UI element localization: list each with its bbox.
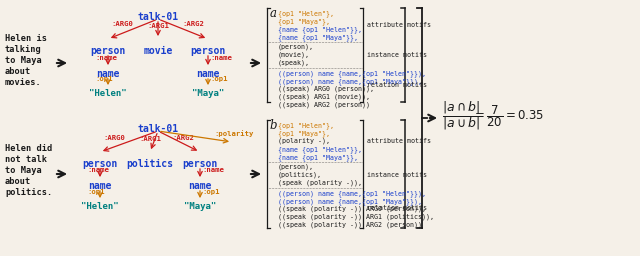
Text: relation motifs: relation motifs xyxy=(367,82,427,88)
Text: (speak),: (speak), xyxy=(278,60,310,67)
Text: name: name xyxy=(96,69,120,79)
Text: :ARG2: :ARG2 xyxy=(182,21,204,27)
Text: $\dfrac{|a \cap b|}{|a \cup b|}$: $\dfrac{|a \cap b|}{|a \cup b|}$ xyxy=(442,100,482,132)
Text: (polarity -),: (polarity -), xyxy=(278,138,330,144)
Text: ((speak (polarity -)) ARG1 (politics)),: ((speak (polarity -)) ARG1 (politics)), xyxy=(278,214,434,220)
Text: {name {op1 "Maya"}},: {name {op1 "Maya"}}, xyxy=(278,34,358,41)
Text: (movie),: (movie), xyxy=(278,52,310,59)
Text: ((person) name {name,{op1 "Maya"}}),: ((person) name {name,{op1 "Maya"}}), xyxy=(278,78,422,85)
Text: {op1 "Maya"},: {op1 "Maya"}, xyxy=(278,130,330,137)
Text: instance motifs: instance motifs xyxy=(367,52,427,58)
Text: :op1: :op1 xyxy=(202,189,220,195)
Text: "Helen": "Helen" xyxy=(81,202,119,211)
Text: not talk: not talk xyxy=(5,155,47,164)
Text: instance motifs: instance motifs xyxy=(367,172,427,178)
Text: movie: movie xyxy=(143,46,173,56)
Text: :op1: :op1 xyxy=(210,77,227,82)
Text: about: about xyxy=(5,67,31,76)
Text: attribute motifs: attribute motifs xyxy=(367,22,431,28)
Text: Helen is: Helen is xyxy=(5,34,47,43)
Text: :polarity: :polarity xyxy=(214,130,253,137)
Text: relation motifs: relation motifs xyxy=(367,205,427,211)
Text: person: person xyxy=(83,159,118,169)
Text: ((person) name {name,{op1 "Helen"}}),: ((person) name {name,{op1 "Helen"}}), xyxy=(278,190,426,197)
Text: talk-01: talk-01 xyxy=(138,12,179,22)
Text: ((speak) ARG1 (movie)),: ((speak) ARG1 (movie)), xyxy=(278,94,370,101)
Text: to Maya: to Maya xyxy=(5,56,42,65)
Text: name: name xyxy=(188,181,212,191)
Text: "Maya": "Maya" xyxy=(184,202,216,211)
Text: {op1 "Helen"},: {op1 "Helen"}, xyxy=(278,122,334,129)
Text: {name {op1 "Helen"}},: {name {op1 "Helen"}}, xyxy=(278,26,362,33)
Text: a: a xyxy=(270,7,277,20)
Text: {name {op1 "Maya"}},: {name {op1 "Maya"}}, xyxy=(278,154,358,161)
Text: $= \dfrac{7}{20} = 0.35$: $= \dfrac{7}{20} = 0.35$ xyxy=(472,103,545,129)
Text: (person),: (person), xyxy=(278,44,314,50)
Text: politics: politics xyxy=(127,159,173,169)
Text: name: name xyxy=(88,181,112,191)
Text: :name: :name xyxy=(87,167,109,174)
Text: :ARG0: :ARG0 xyxy=(103,135,125,141)
Text: politics.: politics. xyxy=(5,188,52,197)
Text: attribute motifs: attribute motifs xyxy=(367,138,431,144)
Text: about: about xyxy=(5,177,31,186)
Text: {op1 "Helen"},: {op1 "Helen"}, xyxy=(278,10,334,17)
Text: person: person xyxy=(90,46,125,56)
Text: (speak (polarity -)),: (speak (polarity -)), xyxy=(278,180,362,187)
Text: Helen did: Helen did xyxy=(5,144,52,153)
Text: :ARG1: :ARG1 xyxy=(147,23,169,29)
Text: b: b xyxy=(270,119,278,132)
Text: {name {op1 "Helen"}},: {name {op1 "Helen"}}, xyxy=(278,146,362,153)
Text: :ARG1: :ARG1 xyxy=(139,136,161,142)
Text: ((person) name {name,{op1 "Maya"}}),: ((person) name {name,{op1 "Maya"}}), xyxy=(278,198,422,205)
Text: :op1: :op1 xyxy=(87,189,104,195)
Text: to Maya: to Maya xyxy=(5,166,42,175)
Text: ((speak) ARG0 (person)),: ((speak) ARG0 (person)), xyxy=(278,86,374,92)
Text: (person),: (person), xyxy=(278,164,314,170)
Text: ((speak (polarity -)) ARG0 (person)),: ((speak (polarity -)) ARG0 (person)), xyxy=(278,206,426,212)
Text: :name: :name xyxy=(202,167,224,174)
Text: "Helen": "Helen" xyxy=(89,89,127,98)
Text: (politics),: (politics), xyxy=(278,172,322,178)
Text: :ARG2: :ARG2 xyxy=(172,135,194,141)
Text: person: person xyxy=(190,46,226,56)
Text: movies.: movies. xyxy=(5,78,42,87)
Text: :op1: :op1 xyxy=(95,77,113,82)
Text: person: person xyxy=(182,159,218,169)
Text: :ARG0: :ARG0 xyxy=(111,21,133,27)
Text: talk-01: talk-01 xyxy=(138,124,179,134)
Text: ((speak (polarity -)) ARG2 (person)): ((speak (polarity -)) ARG2 (person)) xyxy=(278,222,422,229)
Text: :name: :name xyxy=(210,55,232,61)
Text: name: name xyxy=(196,69,220,79)
Text: "Maya": "Maya" xyxy=(192,89,224,98)
Text: :name: :name xyxy=(95,55,117,61)
Text: ((person) name {name,{op1 "Helen"}}),: ((person) name {name,{op1 "Helen"}}), xyxy=(278,70,426,77)
Text: ((speak) ARG2 (person)): ((speak) ARG2 (person)) xyxy=(278,102,370,109)
Text: {op1 "Maya"},: {op1 "Maya"}, xyxy=(278,18,330,25)
Text: talking: talking xyxy=(5,45,42,54)
